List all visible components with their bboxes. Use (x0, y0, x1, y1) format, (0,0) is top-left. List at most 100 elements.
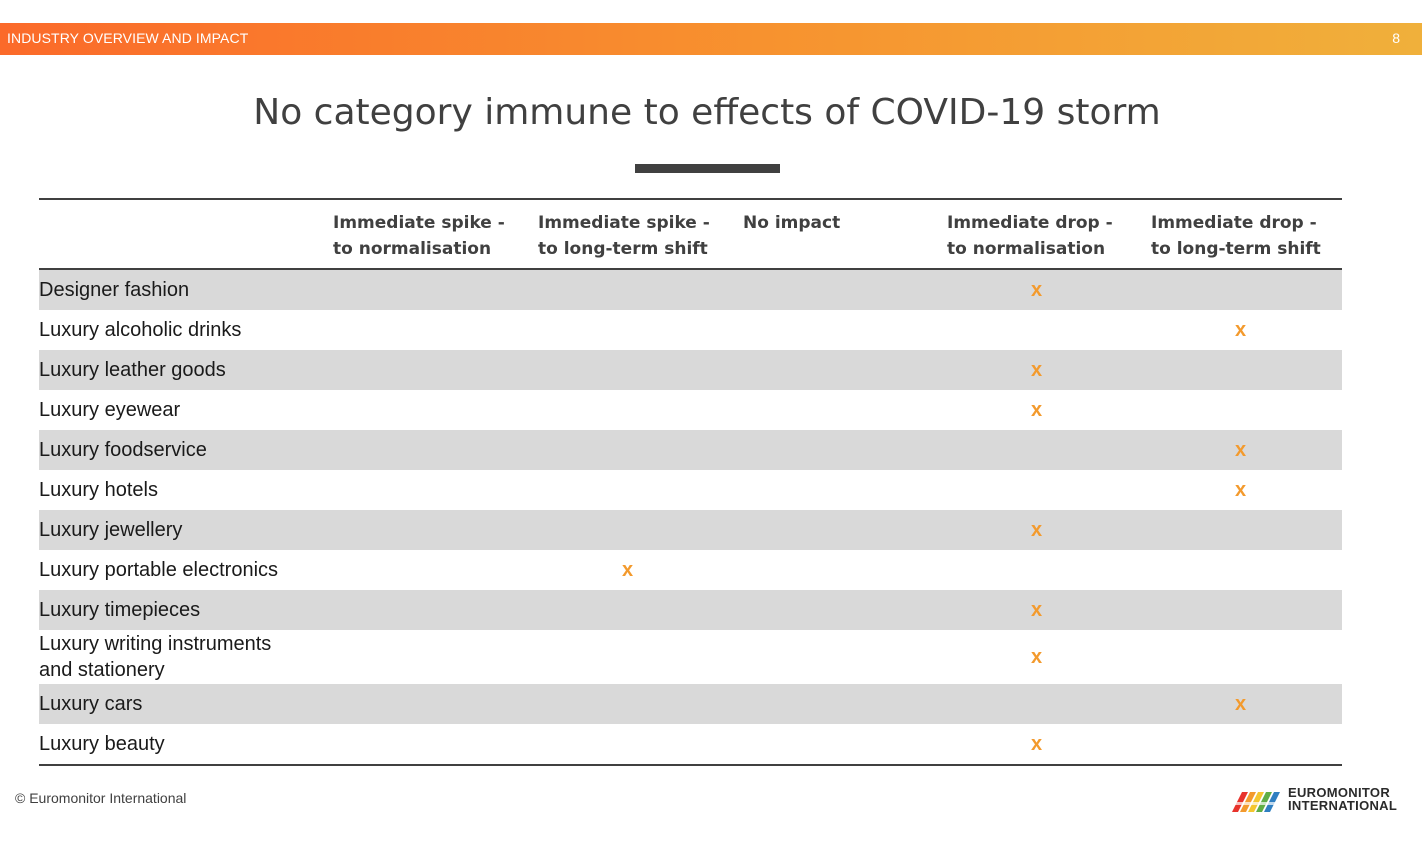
row-category: Luxury foodservice (39, 430, 333, 470)
table-row: Luxury timepieces x (39, 590, 1342, 630)
row-mark (333, 550, 538, 590)
row-mark (743, 430, 947, 470)
row-mark (743, 470, 947, 510)
table-row: Luxury jewellery x (39, 510, 1342, 550)
row-mark (538, 430, 743, 470)
table-row: Luxury beauty x (39, 724, 1342, 766)
row-mark: x (947, 590, 1151, 630)
row-mark (333, 310, 538, 350)
row-mark (538, 350, 743, 390)
title-underline (635, 164, 780, 173)
row-mark (333, 269, 538, 310)
row-mark (333, 590, 538, 630)
category-header (39, 198, 333, 270)
row-mark (1151, 724, 1342, 766)
impact-table: Immediate spike - to normalisation Immed… (39, 198, 1342, 766)
row-mark (947, 310, 1151, 350)
row-mark (538, 269, 743, 310)
row-category: Luxury eyewear (39, 399, 181, 421)
row-mark (743, 630, 947, 684)
row-mark (333, 630, 538, 684)
row-mark (538, 470, 743, 510)
row-mark: x (622, 559, 634, 581)
row-category: Luxury beauty (39, 724, 333, 766)
row-mark (947, 470, 1151, 510)
row-mark (743, 510, 947, 550)
page-title: No category immune to effects of COVID-1… (253, 92, 1161, 133)
row-category: Luxury writing instruments and stationer… (39, 633, 272, 681)
row-mark: x (1151, 430, 1342, 470)
column-header-drop-normalisation: Immediate drop - to normalisation (947, 198, 1151, 270)
table-row: Luxury cars x (39, 684, 1342, 724)
euromonitor-logo: EUROMONITOR INTERNATIONAL (1228, 786, 1403, 814)
row-mark (333, 430, 538, 470)
row-mark (333, 390, 538, 430)
row-mark (538, 310, 743, 350)
row-mark: x (1235, 479, 1247, 501)
section-label: INDUSTRY OVERVIEW AND IMPACT (7, 30, 249, 46)
row-mark (333, 350, 538, 390)
row-mark (743, 350, 947, 390)
row-mark (538, 390, 743, 430)
table-row: Luxury writing instruments and stationer… (39, 630, 1342, 684)
row-category: Luxury jewellery (39, 510, 333, 550)
row-mark (743, 724, 947, 766)
row-mark (1151, 350, 1342, 390)
row-mark (1151, 550, 1342, 590)
logo-wordmark: EUROMONITOR INTERNATIONAL (1288, 785, 1398, 813)
column-header-drop-long-term: Immediate drop - to long-term shift (1151, 198, 1342, 270)
row-mark: x (1151, 684, 1342, 724)
row-mark: x (1031, 646, 1043, 668)
table-row: Luxury foodservice x (39, 430, 1342, 470)
row-category: Luxury leather goods (39, 350, 333, 390)
table-row: Luxury hotels x (39, 470, 1342, 510)
row-mark (538, 510, 743, 550)
row-category: Luxury hotels (39, 479, 158, 501)
column-header-no-impact: No impact (743, 198, 947, 270)
row-category: Luxury cars (39, 684, 333, 724)
row-mark (743, 310, 947, 350)
row-mark: x (1031, 399, 1043, 421)
row-mark (1151, 269, 1342, 310)
table-row: Luxury portable electronics x (39, 550, 1342, 590)
column-header-spike-normalisation: Immediate spike - to normalisation (333, 198, 538, 270)
row-mark (1151, 510, 1342, 550)
header-bar: INDUSTRY OVERVIEW AND IMPACT 8 (0, 23, 1422, 55)
row-mark (947, 684, 1151, 724)
row-mark: x (947, 510, 1151, 550)
row-mark: x (947, 724, 1151, 766)
row-mark (947, 550, 1151, 590)
row-mark (333, 510, 538, 550)
row-mark (333, 684, 538, 724)
row-category: Luxury portable electronics (39, 559, 279, 581)
row-mark: x (1235, 319, 1247, 341)
row-mark (538, 724, 743, 766)
row-mark: x (947, 350, 1151, 390)
table-row: Designer fashion x (39, 269, 1342, 310)
row-mark (1151, 590, 1342, 630)
table-row: Luxury leather goods x (39, 350, 1342, 390)
row-mark (538, 684, 743, 724)
copyright-text: © Euromonitor International (15, 790, 187, 806)
row-category: Designer fashion (39, 269, 333, 310)
row-mark (333, 724, 538, 766)
row-mark (1151, 630, 1342, 684)
page-number: 8 (1392, 30, 1400, 46)
row-mark (538, 590, 743, 630)
row-mark (743, 550, 947, 590)
table-row: Luxury alcoholic drinks x (39, 310, 1342, 350)
row-mark (1151, 390, 1342, 430)
column-header-spike-long-term: Immediate spike - to long-term shift (538, 198, 743, 270)
row-mark: x (947, 269, 1151, 310)
row-mark (743, 590, 947, 630)
row-mark (538, 630, 743, 684)
row-mark (947, 430, 1151, 470)
row-mark (743, 684, 947, 724)
row-category: Luxury alcoholic drinks (39, 319, 242, 341)
row-mark (333, 470, 538, 510)
rainbow-bridge-logo-icon (1228, 788, 1284, 819)
row-mark (743, 269, 947, 310)
row-category: Luxury timepieces (39, 590, 333, 630)
table-row: Luxury eyewear x (39, 390, 1342, 430)
row-mark (743, 390, 947, 430)
